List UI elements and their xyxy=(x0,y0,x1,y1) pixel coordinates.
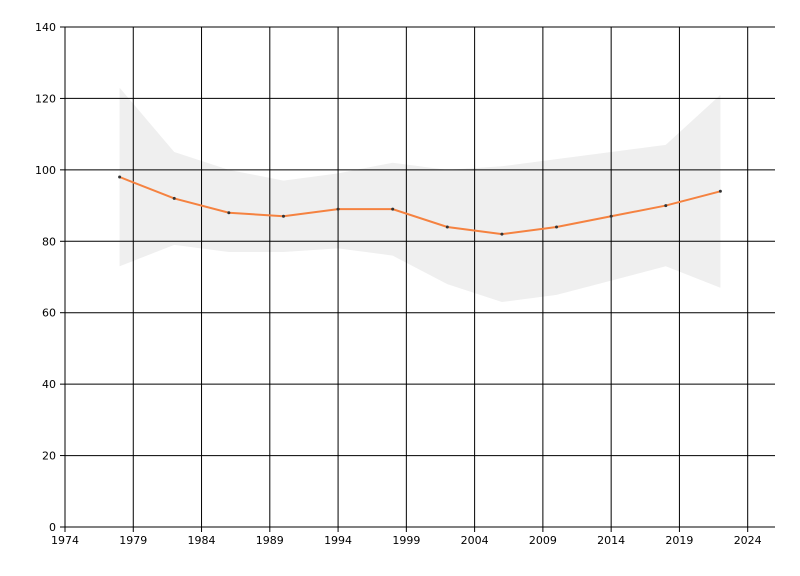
data-point xyxy=(718,189,722,193)
y-tick-label: 40 xyxy=(42,378,56,391)
data-point xyxy=(172,196,176,200)
data-point xyxy=(336,207,340,211)
data-point xyxy=(445,225,449,229)
y-tick-label: 140 xyxy=(35,21,56,34)
y-tick-label: 120 xyxy=(35,92,56,105)
data-point xyxy=(555,225,559,229)
y-tick-label: 60 xyxy=(42,307,56,320)
data-point xyxy=(664,204,668,208)
x-tick-label: 2014 xyxy=(597,534,625,547)
y-tick-label: 100 xyxy=(35,164,56,177)
x-tick-label: 2004 xyxy=(461,534,489,547)
data-point xyxy=(500,232,504,236)
y-tick-label: 0 xyxy=(49,521,56,534)
x-tick-label: 2009 xyxy=(529,534,557,547)
data-point xyxy=(118,175,122,179)
confidence-band xyxy=(119,87,721,302)
x-tick-label: 1984 xyxy=(188,534,216,547)
y-tick-label: 80 xyxy=(42,235,56,248)
x-tick-label: 2024 xyxy=(734,534,762,547)
data-point xyxy=(391,207,395,211)
x-tick-label: 1974 xyxy=(51,534,79,547)
y-tick-label: 20 xyxy=(42,450,56,463)
data-point xyxy=(227,211,231,215)
x-tick-label: 2019 xyxy=(665,534,693,547)
x-tick-label: 1979 xyxy=(119,534,147,547)
data-point xyxy=(609,214,613,218)
series-line xyxy=(119,176,721,236)
x-tick-label: 1999 xyxy=(392,534,420,547)
x-tick-label: 1994 xyxy=(324,534,352,547)
data-point xyxy=(281,214,285,218)
x-tick-label: 1989 xyxy=(256,534,284,547)
